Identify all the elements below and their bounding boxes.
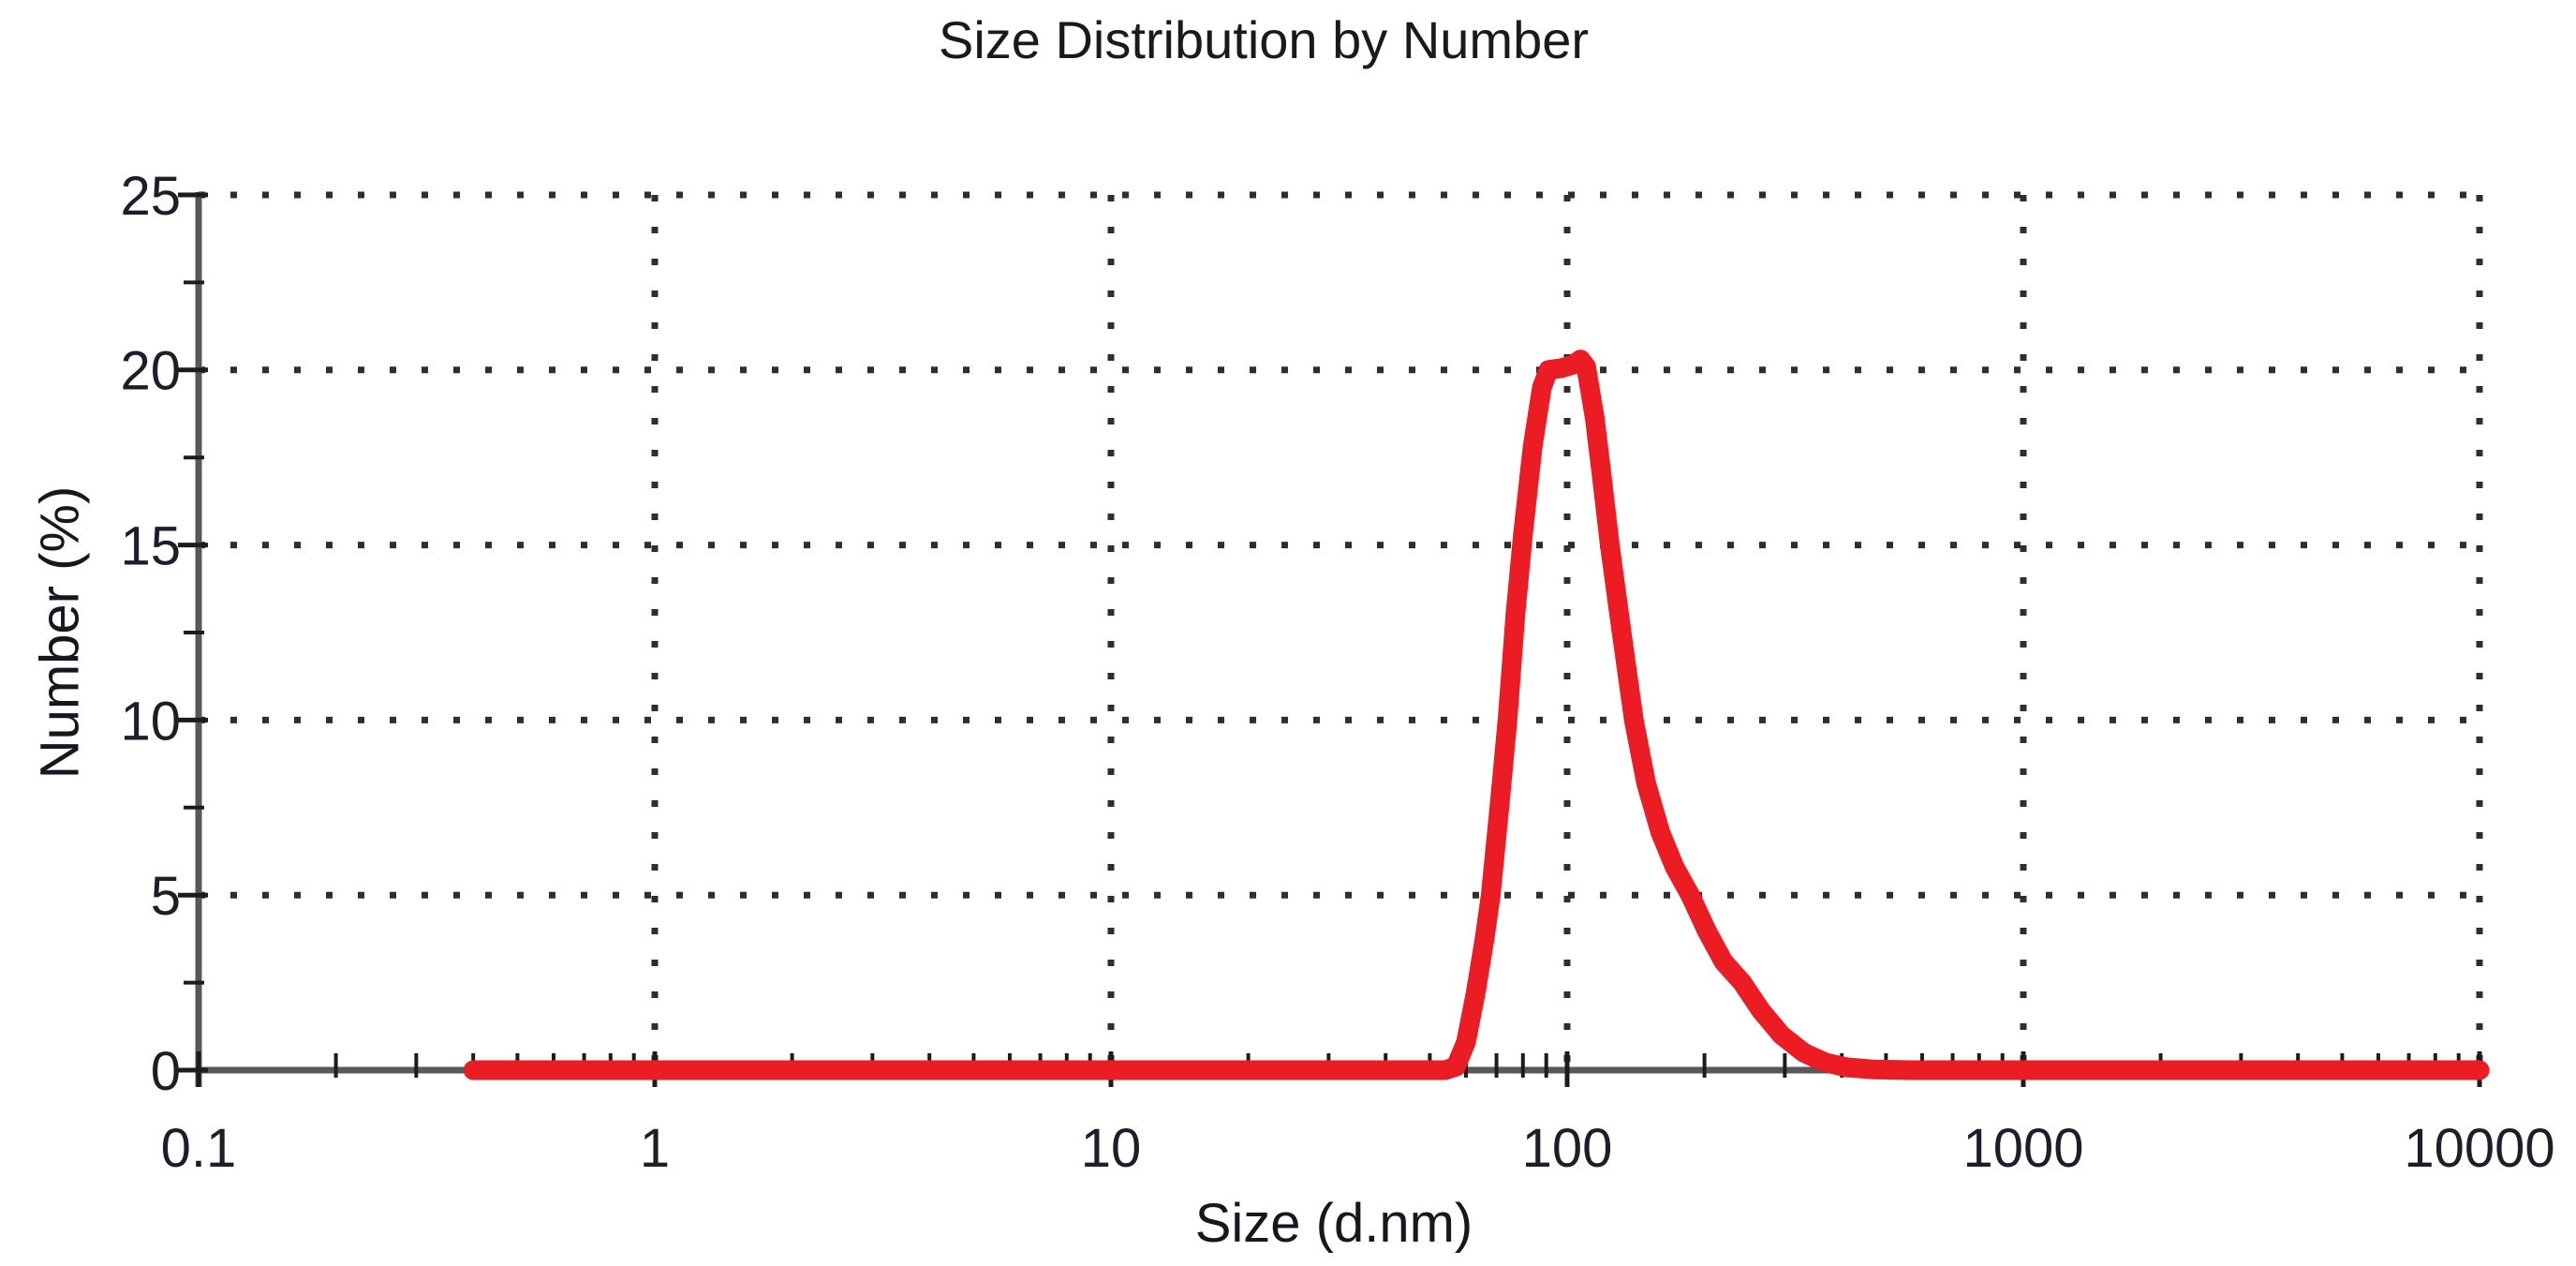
x-tick-label: 1000 [1962, 1118, 2083, 1179]
y-tick-label: 20 [120, 341, 181, 402]
y-tick-label: 25 [120, 166, 181, 227]
data-curve-layer [463, 350, 2490, 1080]
x-tick-label: 1 [640, 1118, 670, 1179]
x-tick-label: 10 [1081, 1118, 1142, 1179]
y-tick-label: 15 [120, 515, 181, 576]
axis-ticks [178, 192, 2482, 1087]
y-tick-label: 5 [151, 866, 181, 927]
data-curve [463, 350, 2490, 1080]
y-tick-label: 10 [120, 691, 181, 752]
chart-title: Size Distribution by Number [938, 10, 1590, 69]
x-tick-label: 0.1 [161, 1118, 237, 1179]
tick-labels: 0.1 1 10 100 1000 10000 0 5 10 15 20 25 [120, 166, 2554, 1179]
x-tick-label: 100 [1522, 1118, 1613, 1179]
axes [195, 192, 2480, 1087]
y-tick-label: 0 [151, 1041, 181, 1102]
gridlines [199, 191, 2483, 1070]
x-tick-label: 10000 [2404, 1118, 2554, 1179]
x-axis-title: Size (d.nm) [1194, 1193, 1473, 1254]
